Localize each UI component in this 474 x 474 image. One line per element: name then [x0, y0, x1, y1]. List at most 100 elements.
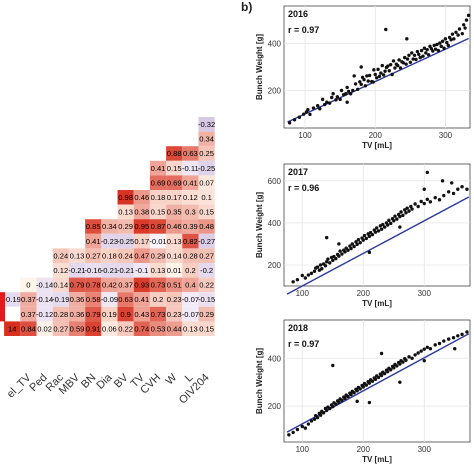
heatmap-cell — [166, 263, 183, 278]
data-point — [412, 53, 417, 57]
data-point — [352, 74, 356, 78]
data-point — [309, 419, 314, 423]
heatmap-cell-label: 0.37 — [21, 295, 36, 304]
data-point — [377, 74, 382, 79]
data-point — [398, 214, 402, 219]
heatmap-cell — [166, 190, 183, 205]
data-point — [398, 380, 402, 384]
heatmap-cell-label: 0.25 — [199, 149, 214, 158]
heatmap-cell-label: 0.79 — [70, 281, 85, 290]
data-point — [300, 273, 304, 278]
heatmap-cell — [182, 160, 199, 176]
y-axis-title: Bunch Weight [g] — [255, 348, 264, 414]
data-point — [398, 66, 403, 70]
data-point — [312, 269, 317, 273]
heatmap-cell-label: 0.34 — [199, 135, 214, 144]
heatmap-cell-label: 0.13 — [151, 266, 166, 275]
data-point — [306, 273, 311, 277]
data-point — [323, 264, 328, 268]
heatmap-cell — [68, 321, 86, 336]
data-point — [436, 48, 441, 53]
data-point — [405, 37, 409, 41]
x-tick-label: 300 — [418, 289, 432, 298]
correlation-annotation: r = 0.96 — [288, 183, 319, 193]
heatmap-cell — [182, 175, 199, 190]
data-point — [379, 71, 383, 75]
data-point — [407, 355, 411, 359]
data-point — [355, 242, 359, 247]
data-point — [437, 198, 442, 202]
data-point — [355, 389, 359, 393]
heatmap-cell — [101, 248, 118, 263]
heatmap-cell-label: 0.37 — [21, 310, 36, 319]
data-point — [425, 170, 430, 175]
x-tick-label: 100 — [296, 289, 310, 298]
scatter-plot-2018: 100 200 300 200 400 TV [mL] Bunch Weight [g] 20… — [255, 319, 471, 464]
data-point — [328, 261, 332, 265]
heatmap-cell-label: 0.41 — [183, 178, 198, 187]
data-point — [466, 13, 471, 18]
data-point — [366, 79, 370, 83]
data-point — [318, 413, 323, 417]
data-point — [404, 358, 408, 362]
heatmap-cell-label: 0.4 — [185, 281, 196, 290]
data-point — [440, 179, 445, 183]
plot-area — [283, 163, 471, 287]
data-point — [370, 379, 375, 383]
heatmap-cell — [117, 233, 134, 249]
data-point — [389, 221, 393, 226]
data-point — [404, 211, 408, 215]
heatmap-cell-label: 0.79 — [86, 310, 101, 319]
data-point — [300, 424, 304, 429]
heatmap-cell-label: 0.51 — [167, 281, 182, 290]
y-tick-label: 400 — [268, 40, 282, 49]
heatmap-cell — [68, 248, 86, 263]
heatmap-cell — [182, 277, 199, 293]
data-point — [334, 98, 338, 102]
x-tick-label: 300 — [439, 131, 453, 140]
data-point — [410, 207, 414, 211]
heatmap-cell-label: 0.34 — [102, 222, 117, 231]
correlation-annotation: r = 0.97 — [288, 339, 319, 349]
heatmap-cell-label: -0.1 — [135, 266, 148, 275]
data-point — [344, 92, 348, 96]
heatmap-cell — [149, 204, 167, 220]
data-point — [309, 271, 314, 276]
data-point — [403, 208, 407, 212]
heatmap-cell-label: -0.21 — [117, 266, 134, 275]
heatmap-cell — [117, 306, 134, 322]
heatmap-cell — [133, 248, 150, 263]
heatmap-cell — [198, 190, 215, 205]
data-point — [383, 69, 387, 73]
data-point — [331, 258, 335, 263]
data-point — [311, 106, 316, 110]
data-point — [349, 392, 353, 397]
data-point — [416, 204, 420, 209]
y-tick-label: 600 — [268, 177, 282, 186]
heatmap-cell — [198, 277, 215, 293]
heatmap-cell-label: -0.19 — [52, 295, 69, 304]
data-point — [425, 47, 429, 52]
heatmap-cell — [117, 204, 134, 220]
data-point — [399, 210, 403, 214]
data-point — [401, 213, 405, 218]
heatmap-cell — [198, 175, 215, 190]
data-point — [386, 64, 390, 68]
data-point — [372, 68, 376, 72]
heatmap-cell-label: 0.69 — [167, 178, 182, 187]
heatmap-cell-label: 0.2 — [153, 295, 164, 304]
heatmap-cell-label: 0.27 — [86, 251, 101, 260]
data-point — [446, 337, 451, 341]
data-point — [433, 47, 438, 51]
heatmap-cell — [198, 233, 215, 249]
heatmap-cell-label: 0.14 — [53, 281, 68, 290]
data-point — [443, 37, 448, 41]
data-point — [352, 391, 356, 395]
data-point — [379, 373, 384, 378]
data-point — [445, 40, 449, 45]
data-point — [421, 54, 425, 58]
heatmap-cell — [133, 204, 150, 220]
data-point — [456, 33, 460, 37]
data-point — [361, 238, 365, 242]
heatmap-cell-label: 0.17 — [167, 193, 182, 202]
